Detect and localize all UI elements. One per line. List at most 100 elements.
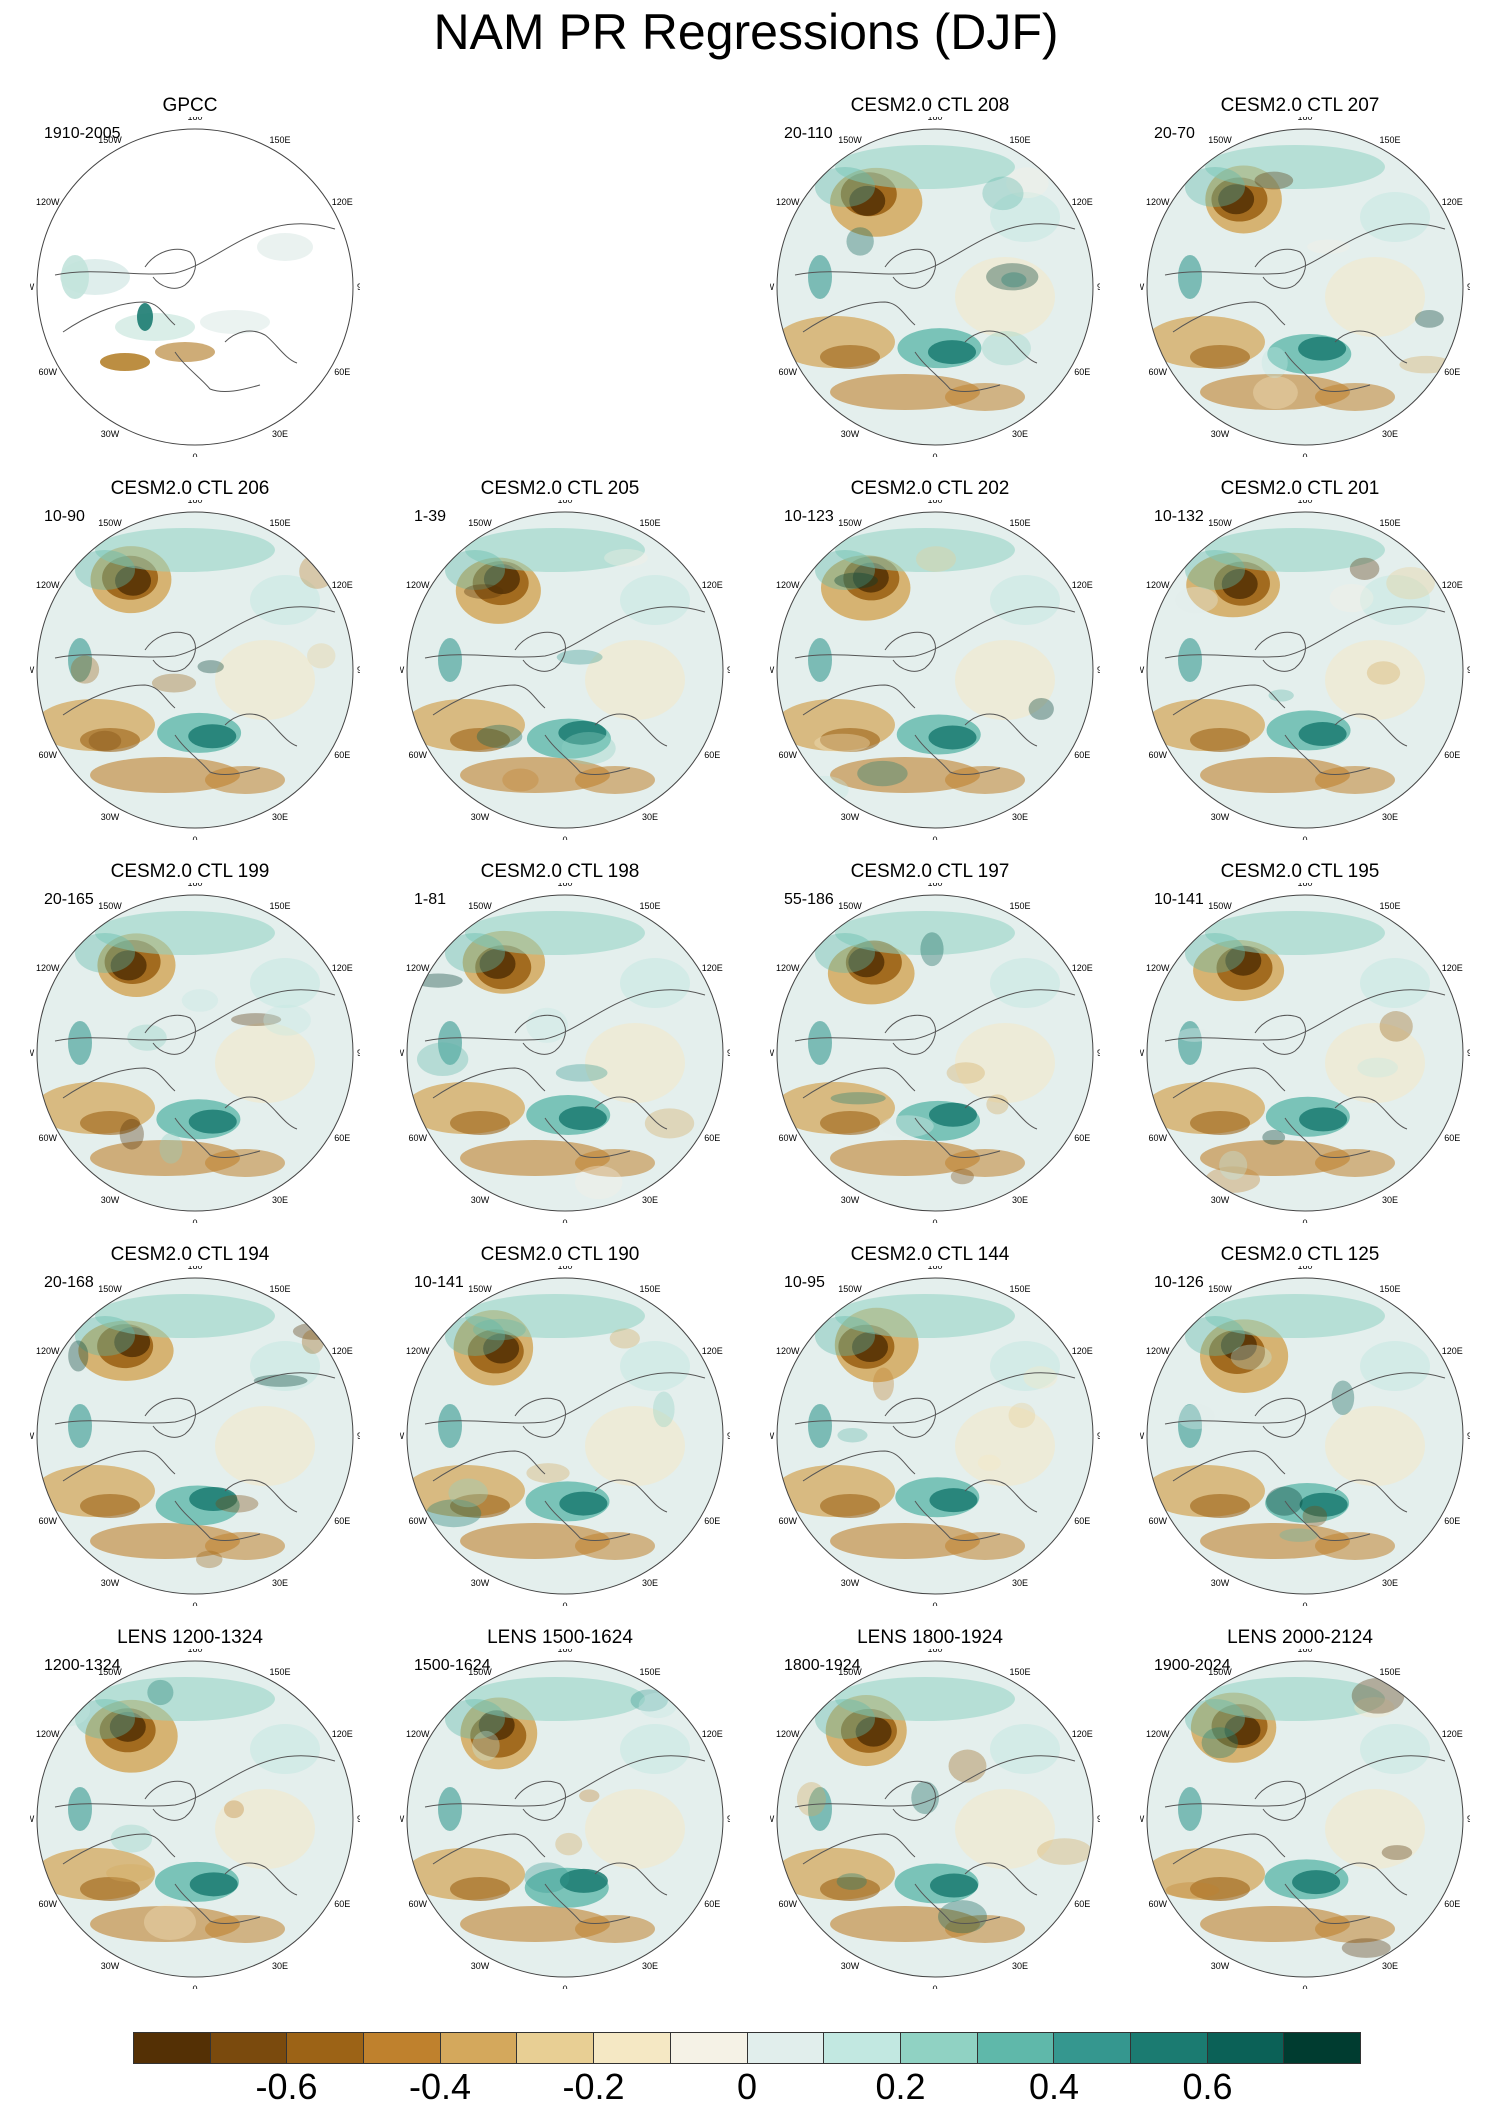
- longitude-label: 30W: [841, 429, 860, 439]
- longitude-label: 180: [187, 500, 202, 505]
- precip-field: [37, 512, 353, 828]
- longitude-label: 90W: [770, 1431, 775, 1441]
- longitude-label: 180: [187, 1266, 202, 1271]
- colorbar-swatch: [977, 2033, 1055, 2063]
- panel-years: 10-141: [414, 1274, 464, 1291]
- longitude-label: 0: [1302, 1218, 1307, 1223]
- longitude-label: 90W: [770, 1814, 775, 1824]
- longitude-label: 150W: [838, 1284, 862, 1294]
- panel-title: LENS 1200-1324: [117, 1627, 263, 1648]
- panel-title: LENS 1800-1924: [857, 1627, 1003, 1648]
- longitude-label: 60W: [39, 750, 58, 760]
- longitude-label: 90W: [770, 282, 775, 292]
- panel-title: GPCC: [162, 95, 218, 116]
- precip-field: [1147, 512, 1463, 828]
- panel-title: CESM2.0 CTL 198: [480, 861, 640, 882]
- longitude-label: 30E: [1382, 429, 1398, 439]
- polar-map: 180 150E 120E 90E 60E 30E 0 30W 60W 90W 120W 150W: [770, 1649, 1100, 1989]
- panel-title: CESM2.0 CTL 207: [1220, 95, 1380, 116]
- longitude-label: 60W: [779, 1899, 798, 1909]
- colorbar-swatch: [824, 2033, 901, 2063]
- longitude-label: 90W: [30, 1431, 35, 1441]
- longitude-label: 30E: [1012, 812, 1028, 822]
- longitude-label: 30W: [1211, 429, 1230, 439]
- precip-field: [1147, 1661, 1463, 1977]
- polar-map: 180 150E 120E 90E 60E 30E 0 30W 60W 90W 120W 150W: [30, 1649, 360, 1989]
- colorbar-swatch: [1207, 2033, 1285, 2063]
- longitude-label: 90E: [1097, 1048, 1100, 1058]
- longitude-label: 60E: [334, 1899, 350, 1909]
- longitude-label: 90W: [400, 665, 405, 675]
- panel-years: 20-70: [1154, 125, 1195, 142]
- colorbar-tick-label: -0.6: [255, 2066, 318, 2107]
- longitude-label: 60E: [704, 1133, 720, 1143]
- precip-field: [1147, 1278, 1463, 1594]
- colorbar-swatch: [670, 2033, 748, 2063]
- longitude-label: 90W: [1140, 1431, 1145, 1441]
- polar-map: 180 150E 120E 90E 60E 30E 0 30W 60W 90W 120W 150W: [1140, 117, 1470, 457]
- longitude-label: 60E: [704, 750, 720, 760]
- precip-field: [37, 1661, 353, 1977]
- longitude-label: 150E: [1379, 135, 1400, 145]
- longitude-label: 120E: [702, 1729, 723, 1739]
- longitude-label: 30E: [642, 1961, 658, 1971]
- panel-years: 1800-1924: [784, 1657, 861, 1674]
- longitude-label: 30E: [642, 1578, 658, 1588]
- precip-field: [777, 1661, 1093, 1977]
- longitude-label: 90W: [400, 1048, 405, 1058]
- longitude-label: 180: [927, 117, 942, 122]
- longitude-label: 0: [1302, 835, 1307, 840]
- longitude-label: 150E: [1009, 135, 1030, 145]
- longitude-label: 60W: [39, 1133, 58, 1143]
- longitude-label: 150E: [1379, 518, 1400, 528]
- longitude-label: 120E: [1442, 1729, 1463, 1739]
- precip-field: [777, 895, 1093, 1211]
- longitude-label: 150E: [1379, 1284, 1400, 1294]
- colorbar: [133, 2032, 1361, 2064]
- polar-map: 180 150E 120E 90E 60E 30E 0 30W 60W 90W 120W 150W: [30, 117, 360, 457]
- longitude-label: 60E: [334, 750, 350, 760]
- longitude-label: 180: [187, 117, 202, 122]
- longitude-label: 60W: [409, 1516, 428, 1526]
- longitude-label: 60W: [409, 750, 428, 760]
- longitude-label: 150W: [98, 1284, 122, 1294]
- panel-title: CESM2.0 CTL 194: [110, 1244, 270, 1265]
- longitude-label: 120W: [1146, 1729, 1170, 1739]
- panel-years: 1-39: [414, 508, 447, 525]
- longitude-label: 120E: [332, 197, 353, 207]
- precip-field: [37, 895, 353, 1211]
- longitude-label: 150W: [1208, 518, 1232, 528]
- panel-title: CESM2.0 CTL 197: [850, 861, 1010, 882]
- longitude-label: 150W: [838, 901, 862, 911]
- panel-title: CESM2.0 CTL 206: [110, 478, 270, 499]
- longitude-label: 30W: [841, 1578, 860, 1588]
- panel-years: 10-90: [44, 508, 85, 525]
- colorbar-tick-label: 0.6: [1182, 2066, 1233, 2107]
- figure-title: NAM PR Regressions (DJF): [433, 4, 1059, 60]
- longitude-label: 60W: [1149, 1899, 1168, 1909]
- longitude-label: 90E: [727, 665, 730, 675]
- longitude-label: 180: [927, 500, 942, 505]
- longitude-label: 120W: [406, 963, 430, 973]
- colorbar-swatch: [747, 2033, 825, 2063]
- polar-map: 180 150E 120E 90E 60E 30E 0 30W 60W 90W 120W 150W: [770, 500, 1100, 840]
- longitude-label: 90W: [1140, 1814, 1145, 1824]
- longitude-label: 90W: [1140, 665, 1145, 675]
- longitude-label: 30E: [272, 1195, 288, 1205]
- longitude-label: 60E: [334, 1133, 350, 1143]
- longitude-label: 60W: [1149, 750, 1168, 760]
- longitude-label: 90W: [1140, 282, 1145, 292]
- panel-years: 1910-2005: [44, 125, 121, 142]
- longitude-label: 90W: [30, 665, 35, 675]
- longitude-label: 60E: [1074, 1516, 1090, 1526]
- longitude-label: 150W: [838, 1667, 862, 1677]
- longitude-label: 120E: [332, 1729, 353, 1739]
- panel-years: 10-132: [1154, 508, 1204, 525]
- polar-map: 180 150E 120E 90E 60E 30E 0 30W 60W 90W 120W 150W: [770, 117, 1100, 457]
- longitude-label: 60W: [409, 1899, 428, 1909]
- longitude-label: 120E: [1442, 197, 1463, 207]
